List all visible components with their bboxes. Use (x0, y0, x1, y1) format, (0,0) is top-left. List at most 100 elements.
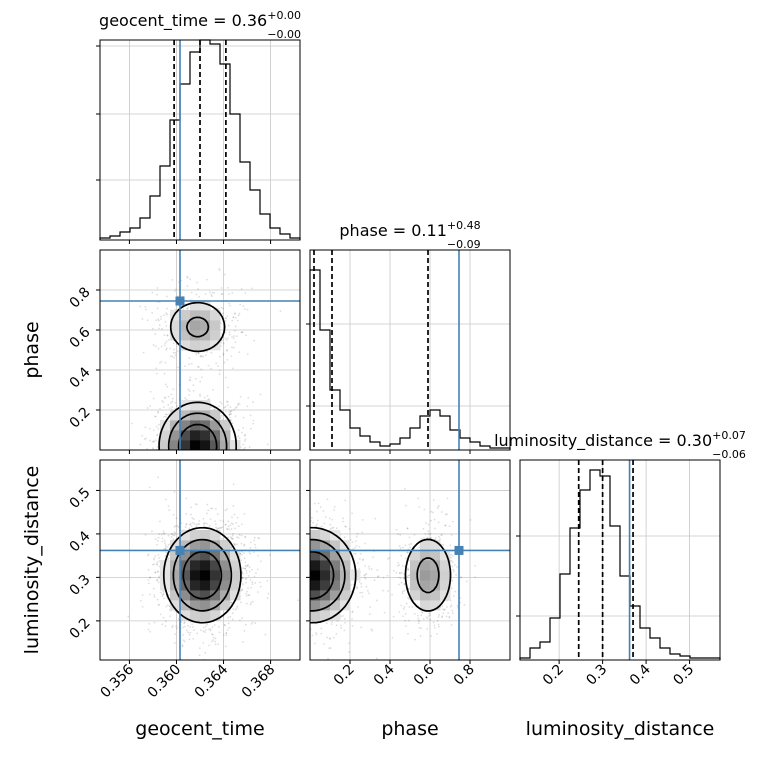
sample-point (161, 595, 164, 597)
sample-point (141, 594, 144, 596)
sample-point (171, 279, 174, 281)
density-cell (180, 340, 191, 351)
sample-point (302, 618, 304, 620)
density-cell (190, 610, 201, 621)
sample-point (198, 453, 200, 455)
sample-point (203, 471, 205, 473)
sample-point (249, 547, 252, 549)
sample-point (186, 484, 188, 486)
sample-point (358, 545, 361, 548)
sample-point (303, 602, 305, 604)
sample-point (302, 593, 304, 595)
sample-point (276, 596, 278, 598)
sample-point (284, 529, 286, 531)
sample-point (194, 466, 196, 468)
density-cell (210, 530, 221, 541)
sample-point (203, 463, 205, 465)
sample-point (156, 563, 159, 566)
sample-point (172, 351, 175, 354)
sample-point (192, 453, 194, 455)
sample-point (284, 545, 286, 547)
sample-point (165, 340, 168, 343)
sample-point (167, 534, 170, 537)
sample-point (195, 523, 198, 526)
sample-point (219, 472, 221, 474)
sample-point (404, 612, 407, 615)
sample-point (313, 642, 316, 645)
sample-point (303, 597, 305, 599)
sample-point (213, 453, 215, 455)
sample-point (339, 624, 342, 627)
sample-point (268, 556, 270, 558)
sample-point (240, 553, 243, 556)
sample-point (451, 520, 454, 523)
sample-point (170, 451, 172, 453)
sample-point (215, 491, 217, 493)
sample-point (193, 452, 195, 454)
sample-point (226, 358, 229, 361)
sample-point (213, 453, 215, 455)
sample-point (229, 524, 232, 527)
sample-point (290, 606, 292, 608)
sample-point (244, 308, 246, 310)
sample-point (433, 624, 436, 627)
sample-point (166, 307, 168, 310)
sample-point (161, 496, 163, 498)
density-cell (210, 310, 221, 321)
sample-point (186, 463, 188, 465)
sample-point (156, 445, 159, 448)
sample-point (158, 560, 161, 563)
sample-point (217, 307, 220, 310)
sample-point (234, 341, 237, 344)
sample-point (205, 465, 207, 467)
sample-point (159, 520, 161, 523)
sample-point (306, 594, 308, 596)
sample-point (302, 572, 304, 574)
sample-point (289, 574, 291, 576)
sample-point (296, 562, 298, 564)
sample-point (292, 629, 294, 631)
sample-point (220, 451, 222, 453)
sample-point (147, 554, 149, 557)
sample-point (248, 551, 251, 553)
sample-point (190, 482, 192, 484)
sample-point (312, 521, 314, 524)
sample-point (226, 400, 228, 403)
sample-point (219, 369, 221, 372)
sample-point (232, 316, 234, 319)
sample-point (224, 405, 227, 408)
sample-point (184, 526, 187, 529)
sample-point (167, 395, 170, 398)
sample-point (157, 536, 160, 539)
sample-point (230, 410, 233, 412)
sample-point (167, 457, 169, 459)
sample-point (231, 346, 233, 349)
sample-point (168, 593, 170, 596)
sample-point (180, 621, 183, 624)
sample-point (147, 568, 150, 571)
sample-point (164, 457, 166, 459)
sample-point (266, 591, 268, 593)
sample-point (172, 486, 174, 488)
sample-point (205, 466, 207, 468)
sample-point (403, 583, 406, 586)
sample-point (185, 512, 188, 515)
sample-point (243, 461, 245, 463)
sample-point (233, 477, 235, 479)
sample-point (186, 466, 188, 468)
sample-point (320, 632, 323, 635)
sample-point (189, 455, 191, 457)
sample-point (220, 453, 222, 455)
sample-point (282, 539, 284, 541)
sample-point (141, 605, 144, 608)
sample-point (160, 318, 162, 320)
sample-point (273, 579, 275, 581)
sample-point (170, 401, 172, 404)
sample-point (300, 569, 302, 571)
sample-point (289, 602, 291, 604)
sample-point (376, 575, 379, 578)
sample-point (272, 563, 274, 565)
density-cell (230, 550, 241, 561)
sample-point (312, 620, 314, 623)
sample-point (153, 595, 156, 598)
